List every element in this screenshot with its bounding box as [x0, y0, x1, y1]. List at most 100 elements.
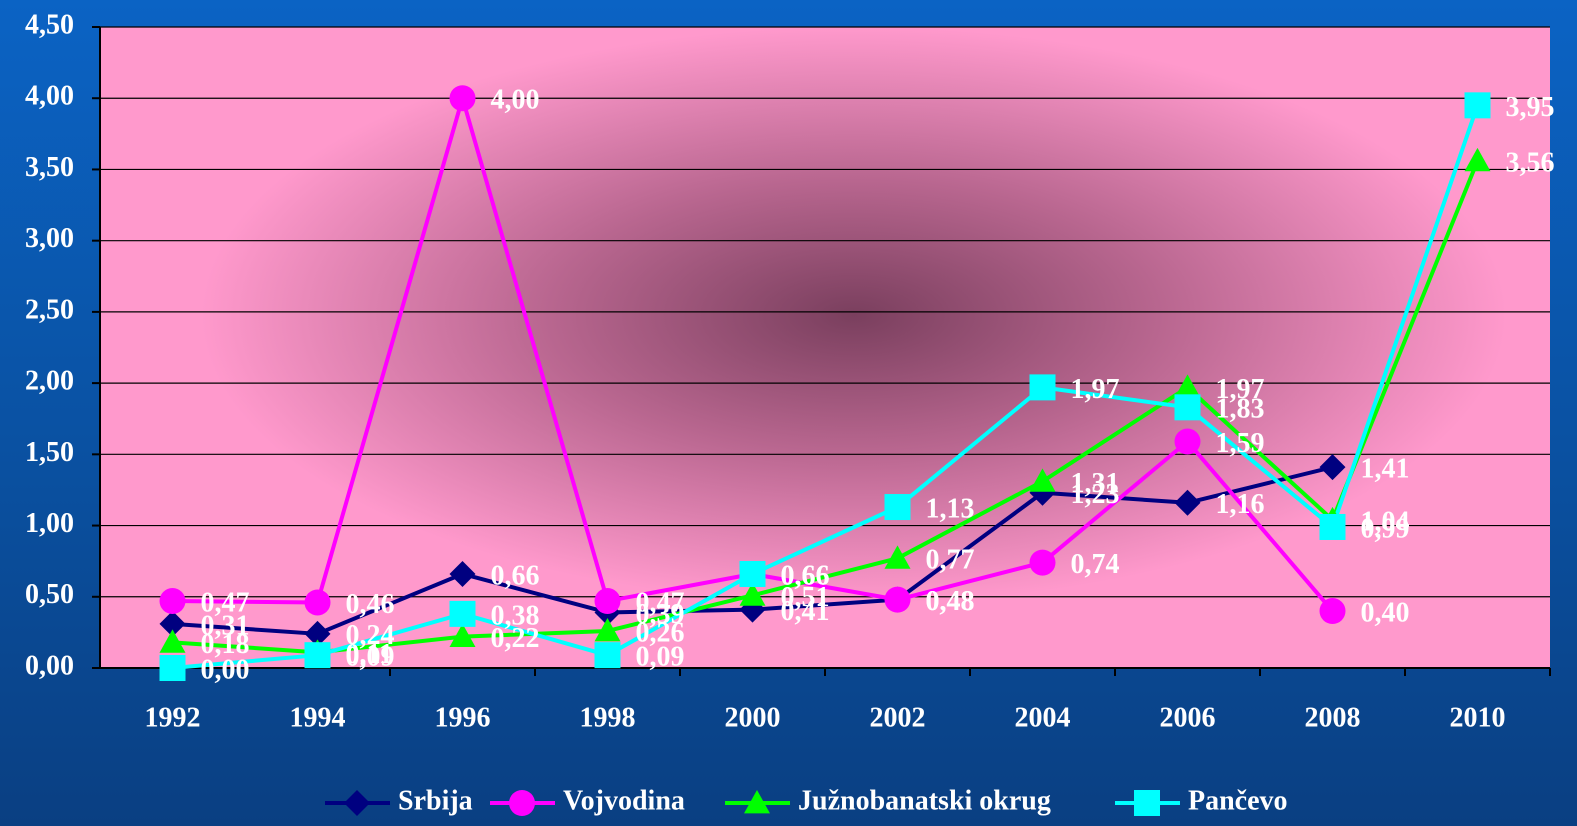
legend-label: Vojvodina — [563, 785, 685, 816]
data-label: 0,40 — [1361, 597, 1410, 628]
marker — [884, 494, 911, 521]
data-label: 0,18 — [201, 629, 250, 660]
y-tick-label: 4,50 — [25, 9, 74, 40]
data-label: 0,31 — [201, 610, 250, 641]
marker — [449, 600, 476, 627]
y-tick-label: 2,00 — [25, 366, 74, 397]
data-label: 0,77 — [926, 545, 975, 576]
marker — [1174, 374, 1201, 398]
data-label: 1,97 — [1071, 374, 1120, 405]
data-label: 1,31 — [1071, 468, 1120, 499]
data-label: 0,74 — [1071, 549, 1120, 580]
marker — [1174, 394, 1201, 421]
y-tick-label: 1,00 — [25, 508, 74, 539]
marker — [1319, 513, 1346, 540]
data-label: 1,59 — [1216, 428, 1265, 459]
marker — [594, 642, 621, 669]
marker — [159, 629, 186, 653]
x-tick-label: 1996 — [435, 702, 491, 733]
data-label: 1,41 — [1361, 454, 1410, 485]
marker — [344, 790, 370, 816]
data-label: 0,11 — [346, 639, 393, 670]
data-label: 1,23 — [1071, 479, 1120, 510]
data-label: 3,95 — [1506, 92, 1555, 123]
x-tick-label: 2008 — [1305, 702, 1361, 733]
data-label: 0,41 — [781, 596, 830, 627]
data-label: 0,09 — [346, 642, 395, 673]
x-tick-label: 2010 — [1450, 702, 1506, 733]
data-label: 0,09 — [636, 642, 685, 673]
data-label: 0,48 — [926, 586, 975, 617]
data-label: 0,66 — [781, 560, 830, 591]
series-line — [172, 160, 1480, 655]
data-label: 0,39 — [636, 599, 685, 630]
data-label: 0,47 — [636, 587, 685, 618]
marker — [744, 790, 770, 814]
marker — [739, 560, 766, 587]
marker — [1464, 92, 1491, 119]
data-label: 1,83 — [1216, 394, 1265, 425]
data-label: 0,66 — [491, 560, 540, 591]
marker — [159, 588, 186, 615]
marker — [449, 623, 476, 648]
legend-label: Pančevo — [1188, 785, 1288, 816]
marker — [1029, 549, 1056, 576]
marker — [1134, 790, 1160, 816]
series-line — [172, 104, 1480, 670]
data-label: 0,46 — [346, 589, 395, 620]
x-tick-label: 1994 — [290, 702, 346, 733]
y-tick-label: 2,50 — [25, 294, 74, 325]
data-label: 3,56 — [1506, 147, 1555, 178]
marker — [1319, 454, 1346, 481]
data-label: 1,97 — [1216, 374, 1265, 405]
marker — [594, 617, 621, 642]
marker — [304, 642, 331, 669]
y-tick-label: 1,50 — [25, 437, 74, 468]
y-tick-label: 0,00 — [25, 650, 74, 681]
marker — [304, 620, 331, 647]
data-label: 0,66 — [781, 560, 830, 591]
x-tick-label: 1992 — [145, 702, 201, 733]
y-tick-label: 3,50 — [25, 152, 74, 183]
data-label: 0,26 — [636, 617, 685, 648]
marker — [509, 790, 535, 816]
data-label: 0,99 — [1361, 513, 1410, 544]
data-label: 0,47 — [201, 587, 250, 618]
data-label: 0,48 — [926, 586, 975, 617]
marker — [594, 588, 621, 615]
plot-area — [100, 27, 1550, 668]
data-label: 1,16 — [1216, 489, 1265, 520]
y-tick-label: 4,00 — [25, 81, 74, 112]
marker — [1174, 489, 1201, 516]
marker — [1029, 374, 1056, 401]
legend-label: Srbija — [398, 785, 473, 816]
data-label: 0,22 — [491, 623, 540, 654]
legend-label: Južnobanatski okrug — [798, 785, 1051, 816]
marker — [1319, 598, 1346, 625]
x-tick-label: 1998 — [580, 702, 636, 733]
data-label: 0,51 — [781, 582, 830, 613]
data-label: 1,13 — [926, 493, 975, 524]
x-tick-label: 2000 — [725, 702, 781, 733]
marker — [1029, 468, 1056, 492]
data-label: 0,38 — [491, 600, 540, 631]
marker — [884, 586, 911, 613]
marker — [1174, 428, 1201, 455]
marker — [739, 582, 766, 606]
marker — [449, 560, 476, 587]
data-label: 1,04 — [1361, 506, 1410, 537]
marker — [159, 655, 186, 681]
y-tick-label: 3,00 — [25, 223, 74, 254]
marker — [1464, 147, 1491, 172]
y-tick-label: 0,50 — [25, 579, 74, 610]
marker — [304, 589, 331, 616]
data-label: 0,00 — [201, 654, 250, 685]
x-tick-label: 2006 — [1160, 702, 1216, 733]
data-label: 4,00 — [491, 85, 540, 116]
marker — [159, 610, 186, 637]
data-label: 0,24 — [346, 620, 395, 651]
x-tick-label: 2004 — [1015, 702, 1071, 733]
marker — [449, 85, 476, 112]
